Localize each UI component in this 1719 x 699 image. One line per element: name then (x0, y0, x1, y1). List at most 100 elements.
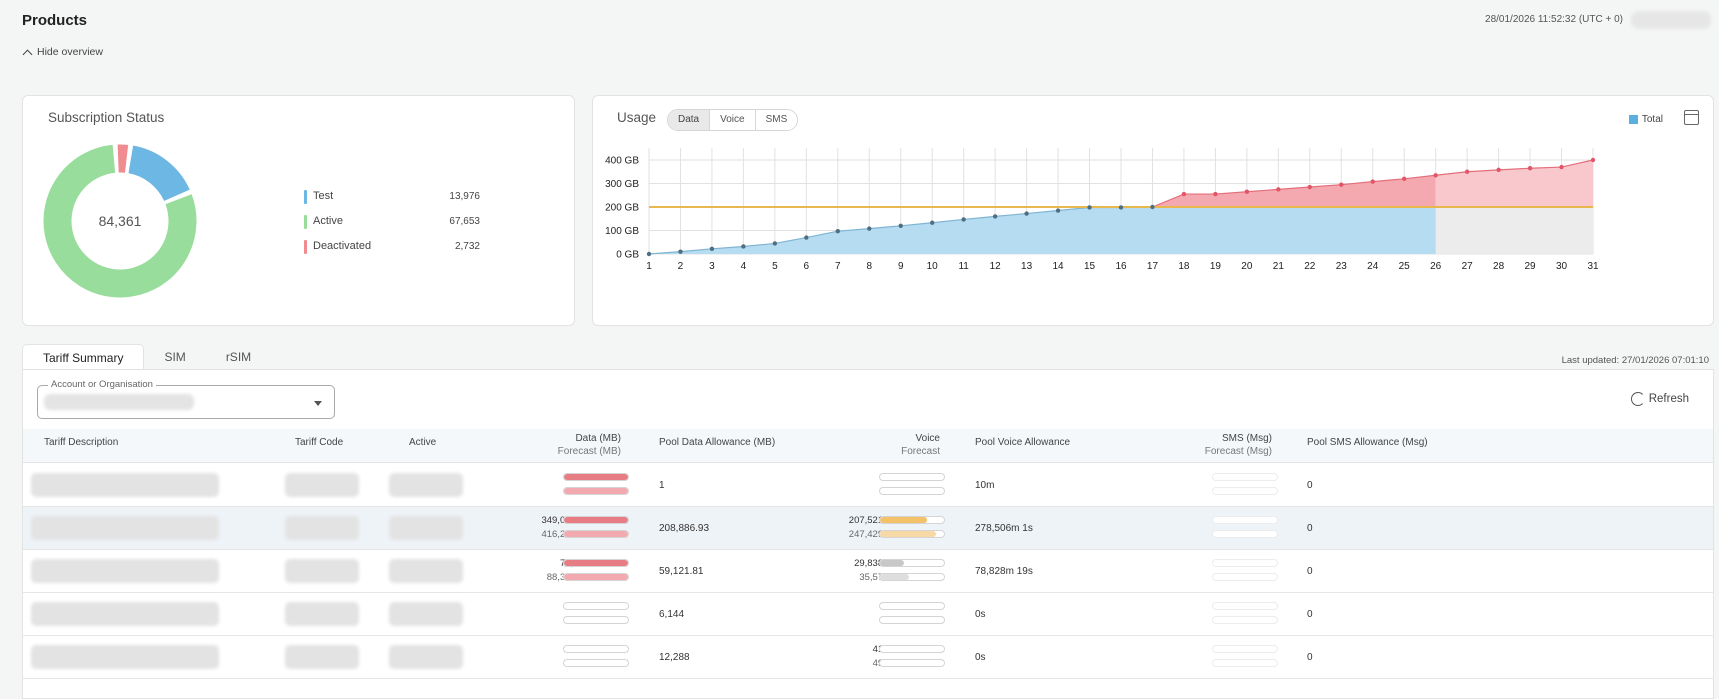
usage-point[interactable] (1213, 191, 1218, 197)
donut-slice-test[interactable] (127, 144, 192, 203)
usage-point[interactable] (992, 214, 998, 219)
usage-point[interactable] (1559, 164, 1564, 170)
pool-sms-cell: 0 (1307, 566, 1313, 577)
calendar-icon[interactable] (1684, 110, 1699, 125)
donut-total: 84,361 (98, 213, 142, 229)
chevron-up-icon (22, 49, 33, 59)
donut-slice-deactivated[interactable] (116, 143, 130, 174)
active-count-cell (389, 645, 463, 669)
x-tick-label: 19 (1210, 261, 1222, 272)
hide-overview-toggle[interactable]: Hide overview (22, 46, 103, 59)
voice-forecast-bar (879, 573, 945, 581)
usage-point[interactable] (1339, 182, 1344, 187)
subscription-legend: Test 13,976 Active 67,653 Deactivated 2,… (304, 189, 484, 264)
usage-point[interactable] (804, 235, 809, 240)
usage-point[interactable] (961, 217, 966, 222)
th-pool-data[interactable]: Pool Data Allowance (MB) (659, 437, 776, 448)
sms-usage-bar (1212, 602, 1278, 610)
sms-forecast-bar (1212, 530, 1278, 538)
usage-point[interactable] (741, 244, 746, 249)
table-row[interactable]: 36.8 43.88 12,288 41m 29s 49m 28s 0s 0 0… (23, 636, 1713, 679)
usage-tab-data[interactable]: Data (668, 110, 711, 130)
th-voice[interactable]: Voice Forecast (901, 432, 940, 458)
tariff-description-cell (31, 516, 219, 540)
table-row[interactable]: 9.48 11.31 6,144 0s 0s 0s 0 0 0 (23, 593, 1713, 636)
usage-point[interactable] (1150, 204, 1155, 210)
usage-point[interactable] (1370, 179, 1375, 184)
x-tick-label: 14 (1053, 261, 1065, 272)
usage-point[interactable] (898, 223, 903, 228)
legend-swatch (304, 215, 307, 229)
usage-point[interactable] (1181, 191, 1187, 197)
usage-point[interactable] (1307, 184, 1312, 190)
pool-voice-cell: 78,828m 19s (975, 566, 1033, 577)
usage-tab-sms[interactable]: SMS (755, 110, 798, 130)
sms-forecast-bar (1212, 659, 1278, 667)
usage-point[interactable] (1087, 205, 1092, 210)
usage-point[interactable] (1590, 157, 1596, 163)
tariff-description-cell (31, 473, 219, 497)
usage-point[interactable] (1118, 205, 1124, 210)
usage-point[interactable] (1464, 169, 1470, 174)
sms-forecast-bar (1212, 616, 1278, 624)
x-tick-label: 26 (1430, 261, 1442, 272)
account-select[interactable]: Account or Organisation (37, 379, 335, 419)
usage-point[interactable] (1433, 173, 1438, 178)
usage-tab-voice[interactable]: Voice (710, 110, 756, 130)
usage-point[interactable] (678, 249, 683, 254)
usage-point[interactable] (835, 229, 840, 234)
refresh-icon (1630, 392, 1645, 406)
usage-point[interactable] (1276, 187, 1281, 192)
th-sms[interactable]: SMS (Msg) Forecast (Msg) (1205, 432, 1272, 458)
subscription-title: Subscription Status (48, 110, 165, 125)
tab-sim[interactable]: SIM (164, 350, 186, 364)
usage-point[interactable] (1024, 211, 1029, 216)
tab-rsim[interactable]: rSIM (225, 350, 252, 364)
th-tariff-description[interactable]: Tariff Description (44, 437, 119, 448)
usage-area-forecast (1435, 160, 1593, 207)
table-row[interactable]: 5.89 7.02 1 0s 0s 10m 0 0 0 (23, 464, 1713, 507)
active-count-cell (389, 559, 463, 583)
voice-usage-bar (879, 473, 945, 481)
th-data[interactable]: Data (MB) Forecast (MB) (558, 432, 621, 458)
x-tick-label: 23 (1336, 261, 1348, 272)
legend-item-active[interactable]: Active 67,653 (304, 214, 484, 239)
voice-usage-cell: 207,521m 31s 247,429m 30s (849, 514, 909, 542)
subscription-status-card: Subscription Status 84,361 Test 13,976 A… (22, 95, 575, 326)
user-menu[interactable] (1631, 11, 1711, 29)
usage-point[interactable] (867, 226, 872, 231)
th-voice-label: Voice (915, 433, 940, 444)
pool-voice-cell: 0s (975, 652, 986, 663)
usage-point[interactable] (1055, 208, 1061, 213)
usage-point[interactable] (646, 251, 652, 257)
refresh-button[interactable]: Refresh (1630, 392, 1689, 406)
tab-tariff-summary[interactable]: Tariff Summary (22, 344, 145, 370)
th-tariff-code[interactable]: Tariff Code (295, 437, 344, 448)
table-row[interactable]: 349,097.91 416,232.13 208,886.93 207,521… (23, 507, 1713, 550)
x-tick-label: 18 (1178, 261, 1190, 272)
tariff-description-cell (31, 645, 219, 669)
legend-item-deactivated[interactable]: Deactivated 2,732 (304, 239, 484, 264)
usage-point[interactable] (1244, 189, 1250, 194)
legend-label: Deactivated (313, 240, 372, 252)
usage-point[interactable] (1496, 167, 1501, 173)
usage-point[interactable] (1402, 176, 1407, 181)
voice-forecast-bar (879, 616, 945, 624)
x-tick-label: 15 (1084, 261, 1096, 272)
tariff-description-cell (31, 559, 219, 583)
th-sms-label: SMS (Msg) (1222, 433, 1272, 444)
th-active[interactable]: Active (409, 437, 437, 448)
donut-slice-active[interactable] (42, 143, 198, 299)
usage-point[interactable] (930, 220, 935, 225)
usage-point[interactable] (1527, 166, 1533, 171)
th-pool-voice[interactable]: Pool Voice Allowance (975, 437, 1071, 448)
table-row[interactable]: 74,097 88,346.42 59,121.81 29,838m 48s 3… (23, 550, 1713, 593)
x-tick-label: 28 (1493, 261, 1505, 272)
usage-point[interactable] (709, 246, 715, 252)
usage-point[interactable] (772, 241, 778, 246)
pool-sms-cell: 0 (1307, 609, 1313, 620)
th-pool-sms[interactable]: Pool SMS Allowance (Msg) (1307, 437, 1428, 448)
usage-legend[interactable]: Total (1628, 114, 1663, 125)
legend-item-test[interactable]: Test 13,976 (304, 189, 484, 214)
th-sms-forecast: Forecast (Msg) (1204, 446, 1272, 457)
